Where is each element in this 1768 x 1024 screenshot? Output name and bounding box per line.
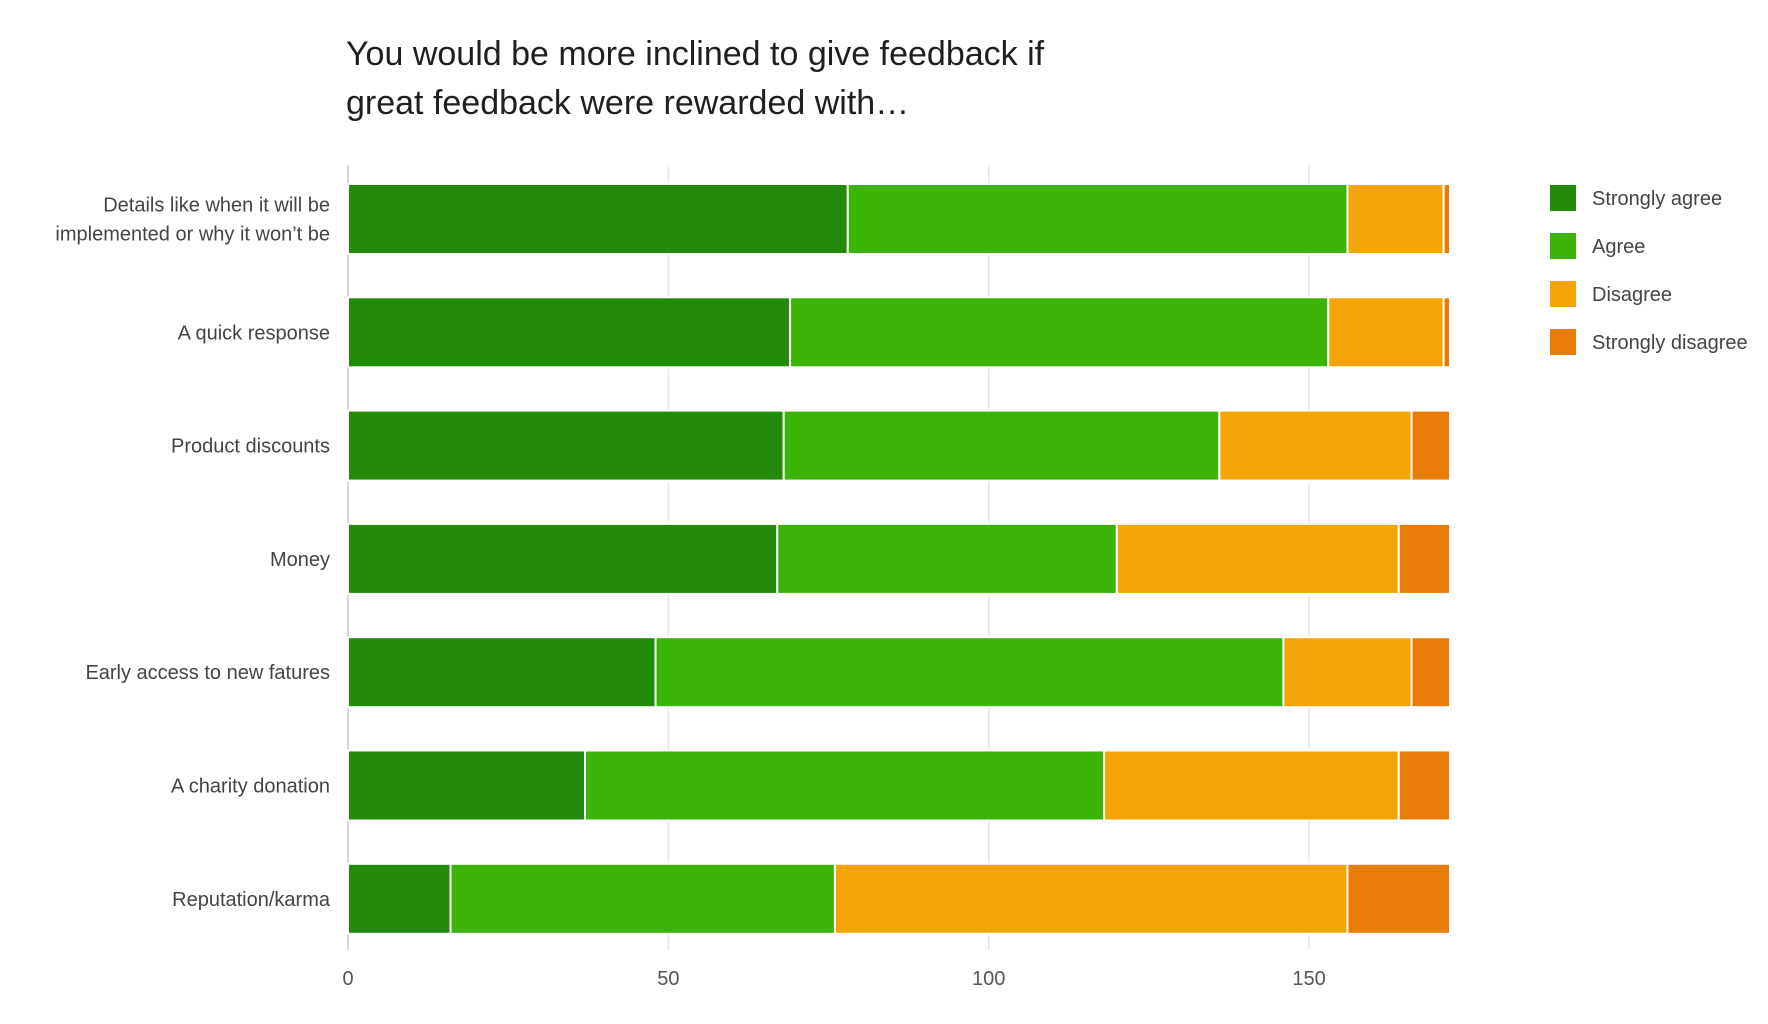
bar-segment-strongly-disagree xyxy=(1410,409,1451,482)
category-label: Product discounts xyxy=(171,436,330,458)
legend-label: Agree xyxy=(1592,236,1645,258)
x-tick-label: 0 xyxy=(342,968,353,990)
chart-title-line-1: You would be more inclined to give feedb… xyxy=(346,35,1045,73)
bar-segment-agree xyxy=(782,409,1221,482)
bar-segment-strongly-disagree xyxy=(1397,522,1451,595)
bar-segment-strongly-disagree xyxy=(1346,862,1452,935)
x-axis-ticks: 0 50 100 150 xyxy=(342,968,1325,990)
category-label: Details like when it will be xyxy=(103,195,330,217)
bar-segment-strongly-agree xyxy=(347,183,849,255)
bar-segment-strongly-agree xyxy=(347,749,587,822)
bar-segment-agree xyxy=(584,749,1106,822)
legend: Strongly agree Agree Disagree Strongly disa… xyxy=(1550,185,1748,355)
bar-segment-strongly-disagree xyxy=(1442,183,1451,255)
legend-swatch xyxy=(1550,329,1576,355)
chart-title: You would be more inclined to give feedb… xyxy=(346,30,1246,128)
legend-label: Disagree xyxy=(1592,284,1672,306)
legend-label: Strongly agree xyxy=(1592,188,1722,210)
category-label: Money xyxy=(270,549,330,571)
bar-segment-strongly-agree xyxy=(347,409,785,482)
category-label: A charity donation xyxy=(171,776,330,798)
bar-segment-agree xyxy=(776,522,1118,595)
x-tick-label: 150 xyxy=(1292,968,1325,990)
bar-segment-agree xyxy=(846,183,1349,255)
chart-title-line-2: great feedback were rewarded with… xyxy=(346,84,910,122)
x-tick-label: 50 xyxy=(657,968,679,990)
bar-segment-disagree xyxy=(1327,296,1445,369)
legend-label: Strongly disagree xyxy=(1592,332,1748,354)
bar-segment-agree xyxy=(449,862,836,935)
bar-segment-strongly-disagree xyxy=(1397,749,1451,822)
bars xyxy=(347,183,1452,935)
category-label: Reputation/karma xyxy=(172,889,331,911)
bar-segment-strongly-disagree xyxy=(1410,636,1451,709)
bar-segment-agree xyxy=(789,296,1330,369)
bar-segment-disagree xyxy=(1346,183,1445,255)
category-label: Early access to new fatures xyxy=(85,662,330,684)
bar-segment-disagree xyxy=(1103,749,1400,822)
bar-segment-strongly-agree xyxy=(347,862,452,935)
category-label: implemented or why it won’t be xyxy=(55,224,330,246)
bar-segment-strongly-agree xyxy=(347,636,657,709)
legend-swatch xyxy=(1550,185,1576,211)
bar-segment-disagree xyxy=(833,862,1349,935)
bar-segment-agree xyxy=(654,636,1285,709)
category-labels: Details like when it will be implemented … xyxy=(55,195,330,911)
bar-segment-disagree xyxy=(1115,522,1400,595)
bar-segment-strongly-agree xyxy=(347,522,779,595)
category-label: A quick response xyxy=(178,322,330,344)
bar-segment-disagree xyxy=(1218,409,1413,482)
x-tick-label: 100 xyxy=(972,968,1005,990)
legend-swatch xyxy=(1550,233,1576,259)
bar-segment-strongly-agree xyxy=(347,296,792,369)
bar-segment-strongly-disagree xyxy=(1442,296,1451,369)
bar-segment-disagree xyxy=(1282,636,1413,709)
legend-swatch xyxy=(1550,281,1576,307)
